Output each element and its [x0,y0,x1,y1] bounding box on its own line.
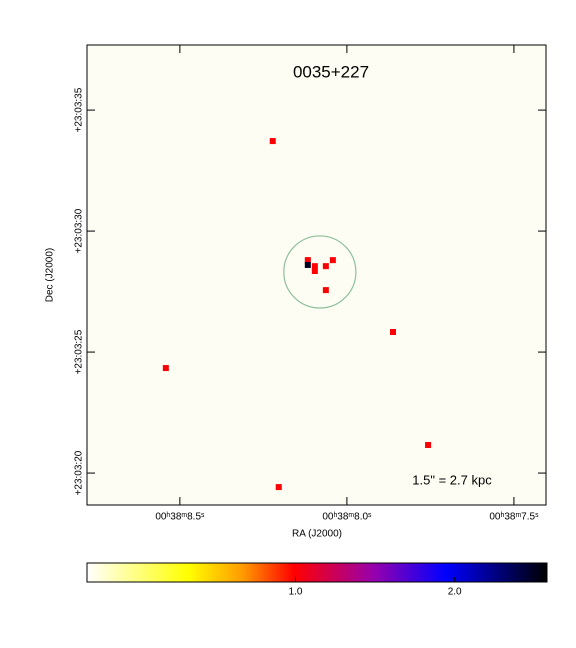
chart-title: 0035+227 [293,62,369,81]
colorbar [86,562,548,583]
y-axis-label: Dec (J2000) [45,248,56,302]
pixel-event [390,328,396,335]
y-tick-label: +23:03:30 [74,208,85,253]
x-axis-label: RA (J2000) [292,529,342,540]
pixel-event [311,263,318,270]
pixel-event [162,365,169,372]
x-tick-label: 00ʰ38ᵐ7.5ˢ [489,512,539,523]
pixel-event [322,263,329,270]
colorbar-tick-label: 1.0 [289,587,303,598]
pixel-event [304,257,311,264]
pixel-event [329,257,336,264]
x-tick-label: 00ʰ38ᵐ8.5ˢ [155,512,205,523]
y-tick-label: +23:03:35 [74,87,85,132]
y-tick-label: +23:03:20 [74,450,85,495]
source-region [283,235,357,309]
colorbar-tick-label: 2.0 [448,587,462,598]
x-tick-label: 00ʰ38ᵐ8.0ˢ [322,512,372,523]
pixel-event [275,484,282,491]
y-tick-label: +23:03:25 [74,329,85,374]
scale-annotation: 1.5" = 2.7 kpc [412,472,492,487]
pixel-event [311,268,318,275]
pixel-event [304,261,311,268]
plot-area [86,44,547,506]
pixel-event [322,287,329,294]
pixel-event [269,138,276,145]
pixel-event [425,441,432,448]
